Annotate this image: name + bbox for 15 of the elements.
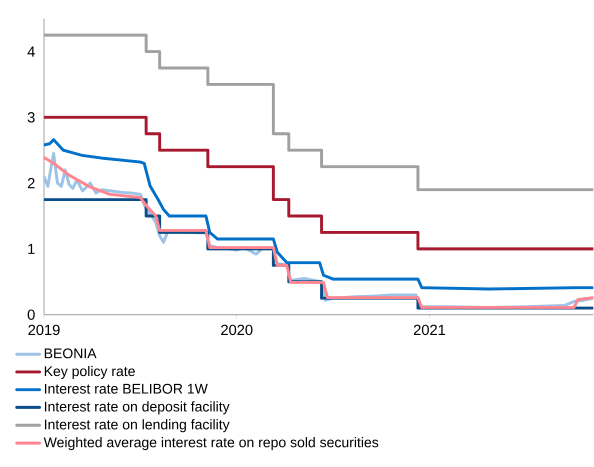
y-tick-label: 4 bbox=[27, 46, 35, 57]
legend-label: Weighted average interest rate on repo sold securities bbox=[44, 437, 378, 450]
y-tick-label: 2 bbox=[28, 178, 35, 188]
legend-label: Interest rate on deposit facility bbox=[44, 401, 230, 414]
y-tick-label: 1 bbox=[28, 244, 35, 254]
x-tick-label: 2019 bbox=[28, 324, 60, 336]
line-series bbox=[44, 138, 594, 291]
x-tick-label: 2021 bbox=[414, 324, 446, 336]
y-tick-label: 0 bbox=[28, 310, 35, 320]
legend-label: Interest rate BELIBOR 1W bbox=[44, 384, 208, 394]
legend-label: Interest rate on lending facility bbox=[44, 419, 230, 432]
legend-label: Key policy rate bbox=[44, 366, 135, 380]
legend-label: BEONIA bbox=[44, 348, 97, 358]
x-tick-label: 2020 bbox=[221, 324, 252, 336]
y-tick-label: 3 bbox=[28, 112, 35, 123]
